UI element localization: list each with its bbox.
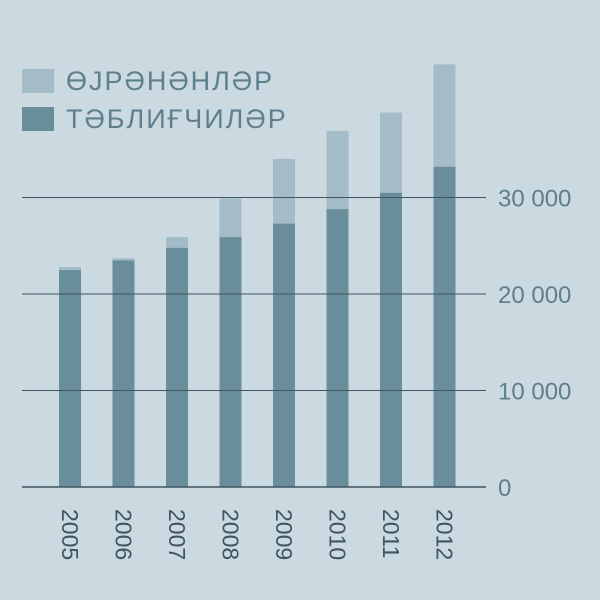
bar-learners-2005 — [59, 266, 81, 270]
x-tick-label-2006: 2006 — [111, 509, 137, 560]
bar-publishers-2009 — [273, 223, 295, 487]
legend-swatch-publishers — [22, 107, 54, 131]
legend-label-learners: ӨЈРӘНӘНЛӘР — [66, 65, 275, 96]
bar-learners-2007 — [166, 237, 188, 248]
x-tick-label-2007: 2007 — [164, 509, 190, 560]
bar-publishers-2008 — [219, 237, 242, 487]
legend: ӨЈРӘНӘНЛӘР ТӘБЛИҒЧИЛӘР — [22, 62, 288, 138]
x-tick-label-2012: 2012 — [432, 509, 458, 560]
y-tick-label-20000: 20 000 — [498, 282, 571, 309]
x-tick-label-2009: 2009 — [271, 509, 297, 560]
legend-label-publishers: ТӘБЛИҒЧИЛӘР — [66, 103, 288, 134]
legend-swatch-learners — [22, 69, 54, 93]
bar-learners-2008 — [219, 198, 242, 238]
bar-learners-2010 — [326, 130, 349, 210]
bar-publishers-2006 — [112, 260, 135, 487]
y-tick-label-10000: 10 000 — [498, 379, 571, 406]
x-tick-label-2008: 2008 — [218, 509, 244, 560]
bar-learners-2009 — [273, 158, 295, 224]
bar-publishers-2007 — [166, 247, 188, 487]
bar-learners-2012 — [433, 64, 456, 167]
bar-publishers-2005 — [59, 269, 81, 487]
x-tick-label-2011: 2011 — [378, 509, 404, 558]
bar-publishers-2010 — [326, 209, 349, 487]
bar-learners-2006 — [112, 258, 135, 261]
bar-publishers-2011 — [380, 192, 402, 488]
x-tick-label-2010: 2010 — [325, 509, 351, 560]
x-tick-label-2005: 2005 — [57, 509, 83, 560]
y-tick-label-30000: 30 000 — [498, 186, 571, 213]
y-tick-label-0: 0 — [498, 475, 511, 502]
legend-item-publishers: ТӘБЛИҒЧИЛӘР — [22, 100, 288, 138]
bar-learners-2011 — [380, 112, 402, 193]
legend-item-learners: ӨЈРӘНӘНЛӘР — [22, 62, 288, 100]
bar-publishers-2012 — [433, 166, 456, 487]
